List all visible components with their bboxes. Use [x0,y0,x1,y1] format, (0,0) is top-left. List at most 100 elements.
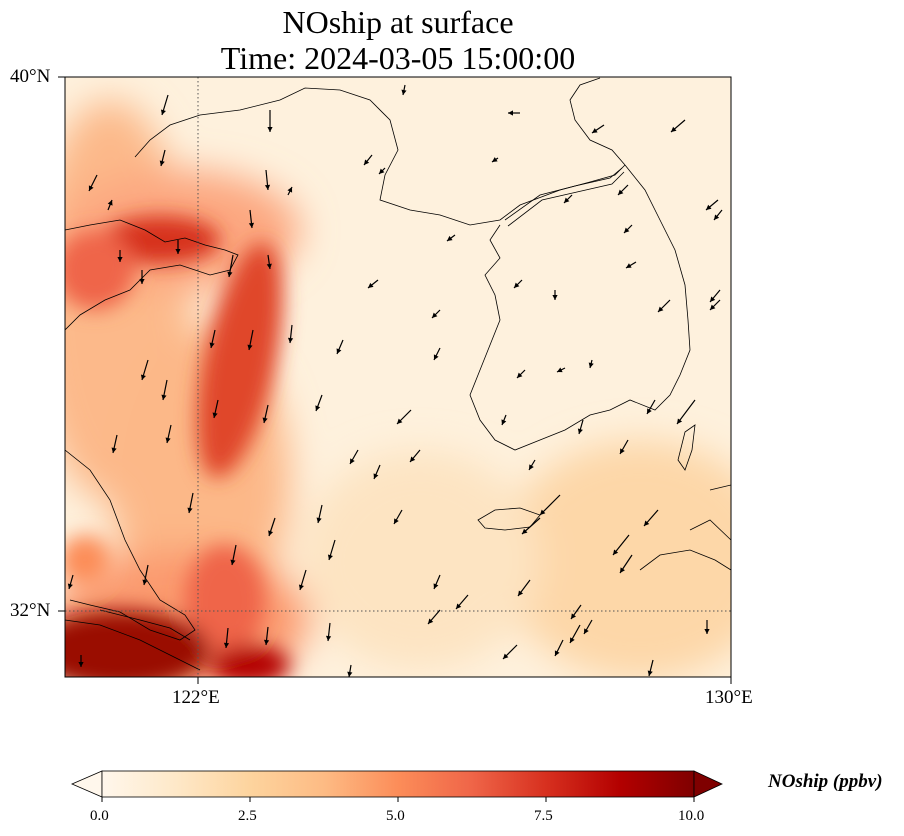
wind-arrow-head [230,559,236,565]
wind-arrow-head [428,618,434,624]
wind-arrow-head [456,603,462,609]
wind-arrow-head [570,637,575,643]
wind-arrow-head [677,418,683,424]
wind-arrow-head [364,159,370,165]
wind-arrow-head [710,304,716,310]
wind-arrow-head [671,126,677,132]
wind-arrow-head [247,344,253,350]
wind-arrow-head [368,282,374,288]
wind-arrow-head [447,235,453,241]
wind-arrow-head [78,662,84,667]
wind-arrow-head [248,222,255,228]
wind-arrow-head [571,613,577,619]
wind-arrow-head [111,447,117,453]
wind-arrow-head [327,554,333,560]
wind-arrow-head [647,408,652,414]
wind-arrow-head [223,642,230,648]
wind-arrow-head [584,628,589,634]
wind-arrow-head [336,348,342,354]
wind-arrow-head [588,362,594,368]
lat-label-32: 32°N [10,600,51,621]
wind-arrow-head [432,312,438,318]
wind-arrow-head [620,567,625,573]
wind-arrow-head [658,306,664,312]
colorbar-max-extension [693,770,723,798]
wind-arrow-head [117,257,123,262]
wind-arrow-head [557,367,563,373]
wind-arrow-head [175,249,181,254]
colorbar-tick-7.5: 7.5 [534,808,553,824]
wind-arrow-head [714,214,720,220]
wind-arrow-head [315,405,321,411]
wind-arrow-head [266,263,272,269]
wind-arrow-head [107,200,113,206]
wind-arrow-head [517,372,523,378]
wind-arrow-head [287,337,294,343]
wind-arrow-head [704,629,710,634]
wind-vectors [67,84,723,677]
colorbar-tick-2.5: 2.5 [238,808,257,824]
colorbar-tick-0: 0.0 [90,808,109,824]
colorbar-title: NOship (ppbv) [768,771,883,792]
wind-arrow-head [394,518,399,524]
wind-arrow-head [165,437,171,443]
wind-arrow-head [626,263,632,268]
map-time-subtitle: Time: 2024-03-05 15:00:00 [220,40,576,76]
wind-arrow-head [710,296,716,302]
wind-arrow-head [410,456,416,462]
wind-arrow-head [706,204,712,210]
wind-arrow-head [139,279,145,284]
wind-arrow-head [88,185,94,191]
map-frame [64,76,732,678]
wind-arrow-head [187,507,193,513]
colorbar-tick-5: 5.0 [386,808,405,824]
colorbar-gradient [101,770,695,798]
colorbar [70,770,723,802]
colorbar-tick-10: 10.0 [678,808,705,824]
wind-arrow-head [618,189,624,195]
wind-arrow-head [140,374,146,380]
lon-label-122: 122°E [172,687,220,708]
gridlines [65,77,731,677]
wind-arrow-head [540,509,546,515]
wind-arrow-head [613,549,619,555]
wind-arrow-head [518,590,524,596]
wind-arrow-head [268,530,274,536]
wind-arrow-head [262,417,268,423]
wind-arrow-head [227,271,233,277]
wind-arrow-head [209,342,215,348]
wind-arrow-head [522,528,528,534]
wind-arrow-head [316,517,322,523]
map-title: NOship at surface [282,4,514,40]
axis-ticks [58,76,732,684]
wind-arrow-head [212,412,218,418]
wind-arrow-head [142,579,148,585]
wind-arrow-head [647,670,653,676]
wind-arrow-head [263,639,270,645]
wind-arrow-head [350,458,355,464]
coastline [65,77,731,671]
wind-arrow-head [564,197,570,203]
noship-field [65,77,731,677]
wind-arrow-head [325,635,332,641]
wind-arrow-head [501,419,507,425]
lon-label-130: 130°E [705,687,753,708]
wind-arrow-head [267,127,273,132]
lat-label-40: 40°N [10,66,51,87]
wind-arrow-head [298,584,304,590]
wind-arrow-head [159,160,165,166]
wind-arrow-head [264,184,271,190]
wind-arrow-head [160,109,166,115]
wind-arrow-head [401,89,407,95]
wind-arrow-head [503,653,509,659]
wind-arrow-head [529,464,534,470]
colorbar-min-extension [70,770,103,798]
wind-arrow-head [552,295,558,300]
wind-arrow-head [433,354,439,360]
wind-arrow-head [644,520,650,526]
wind-arrow-head [397,418,403,424]
wind-arrow-head [620,448,625,454]
wind-arrow-head [161,394,167,400]
wind-arrow-head [433,583,439,589]
